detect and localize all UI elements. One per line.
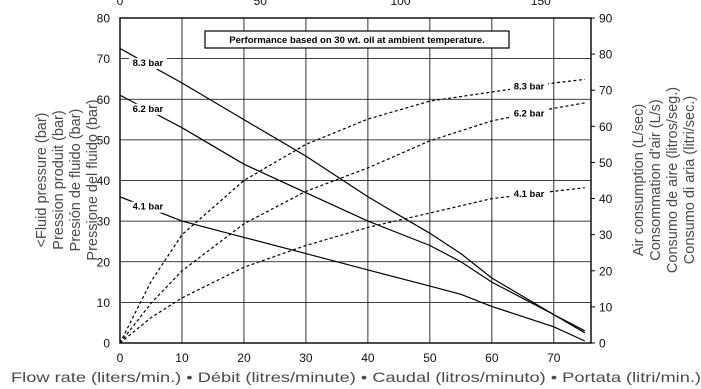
air-consumption-series-label: 6.2 bar [514, 108, 545, 119]
y-axis-title-right-line-3: Consumo de aire (litros/seg.) [665, 87, 681, 273]
fluid-pressure-series-label: 6.2 bar [133, 104, 164, 115]
y-axis-title-right-line-4: Consumo di aria (litri/sec.) [682, 96, 698, 264]
fluid-pressure-line [119, 196, 586, 342]
y-right-tick-label: 0 [599, 337, 606, 351]
x-tick-label: 60 [485, 351, 499, 365]
x-top-tick-label: 50 [254, 0, 268, 8]
x-top-tick-label: 150 [531, 0, 551, 8]
series-label-bg [510, 189, 549, 201]
x-tick-label: 50 [423, 351, 437, 365]
y-left-tick-label: 60 [97, 93, 111, 107]
y-left-tick-label: 50 [97, 133, 111, 147]
x-tick-label: 70 [547, 351, 561, 365]
y-right-tick-label: 70 [599, 84, 613, 98]
y-right-tick-label: 10 [599, 300, 613, 314]
y-left-tick-label: 70 [97, 52, 111, 66]
fluid-pressure-line [119, 47, 586, 334]
x-tick-label: 40 [361, 351, 375, 365]
x-tick-label: 0 [117, 351, 124, 365]
x-axis-title: Flow rate (liters/min.) • Débit (litres/… [11, 369, 701, 385]
series-label-bg [128, 58, 167, 70]
y-axis-title-right-line-1: Air consumption (L/sec) [631, 104, 647, 256]
x-tick-label: 10 [175, 351, 189, 365]
tick-labels: 0 10 20 30 40 50 60 700 50 100 1500102030405060708… [97, 0, 613, 365]
y-right-tick-label: 90 [599, 12, 613, 26]
y-right-tick-label: 50 [599, 156, 613, 170]
y-left-tick-label: 10 [97, 296, 111, 310]
y-left-tick-label: 80 [97, 12, 111, 26]
series-label-bg [510, 108, 549, 120]
performance-note: Performance based on 30 wt. oil at ambie… [204, 30, 510, 49]
fluid-pressure-series-label: 4.1 bar [133, 202, 164, 213]
performance-note-text: Performance based on 30 wt. oil at ambie… [229, 35, 485, 46]
y-axis-title-left-line-2: Pression produit (bar) [51, 110, 67, 249]
y-left-tick-label: 30 [97, 215, 111, 229]
y-axis-title-left-line-4: Pressione del fluido (bar) [85, 99, 101, 260]
y-right-tick-label: 30 [599, 228, 613, 242]
y-left-tick-label: 40 [97, 174, 111, 188]
y-left-tick-label: 0 [103, 337, 110, 351]
series-labels: 8.3 bar 6.2 bar 4.1 bar 8.3 bar 6.2 bar 4.1 b… [128, 58, 549, 213]
x-top-tick-label: 100 [391, 0, 411, 8]
fluid-pressure-series-label: 8.3 bar [133, 58, 164, 69]
plot-frame [119, 17, 592, 344]
y-axis-title-left: <Fluid pressure (bar) Pression produit (… [34, 99, 101, 260]
y-axis-title-right-line-2: Consommation d'air (L/s) [648, 99, 664, 261]
grid [119, 17, 595, 344]
y-left-tick-label: 20 [97, 255, 111, 269]
x-top-tick-label: 0 [117, 0, 124, 8]
y-right-tick-label: 80 [599, 48, 613, 62]
y-axis-title-right: Air consumption (L/sec) Consommation d'a… [631, 87, 698, 273]
air-consumption-series-label: 8.3 bar [514, 82, 545, 93]
x-tick-label: 30 [299, 351, 313, 365]
series-label-bg [510, 81, 549, 93]
y-right-tick-label: 40 [599, 192, 613, 206]
series-label-bg [128, 103, 167, 115]
air-consumption-series-label: 4.1 bar [514, 189, 545, 200]
y-right-tick-label: 20 [599, 264, 613, 278]
y-right-tick-label: 60 [599, 120, 613, 134]
fluid-pressure-line [119, 94, 586, 332]
series-label-bg [128, 201, 167, 213]
x-tick-label: 20 [237, 351, 251, 365]
y-axis-title-left-line-3: Presión de fluido (bar) [68, 109, 84, 252]
y-axis-title-left-line-1: <Fluid pressure (bar) [34, 113, 50, 248]
